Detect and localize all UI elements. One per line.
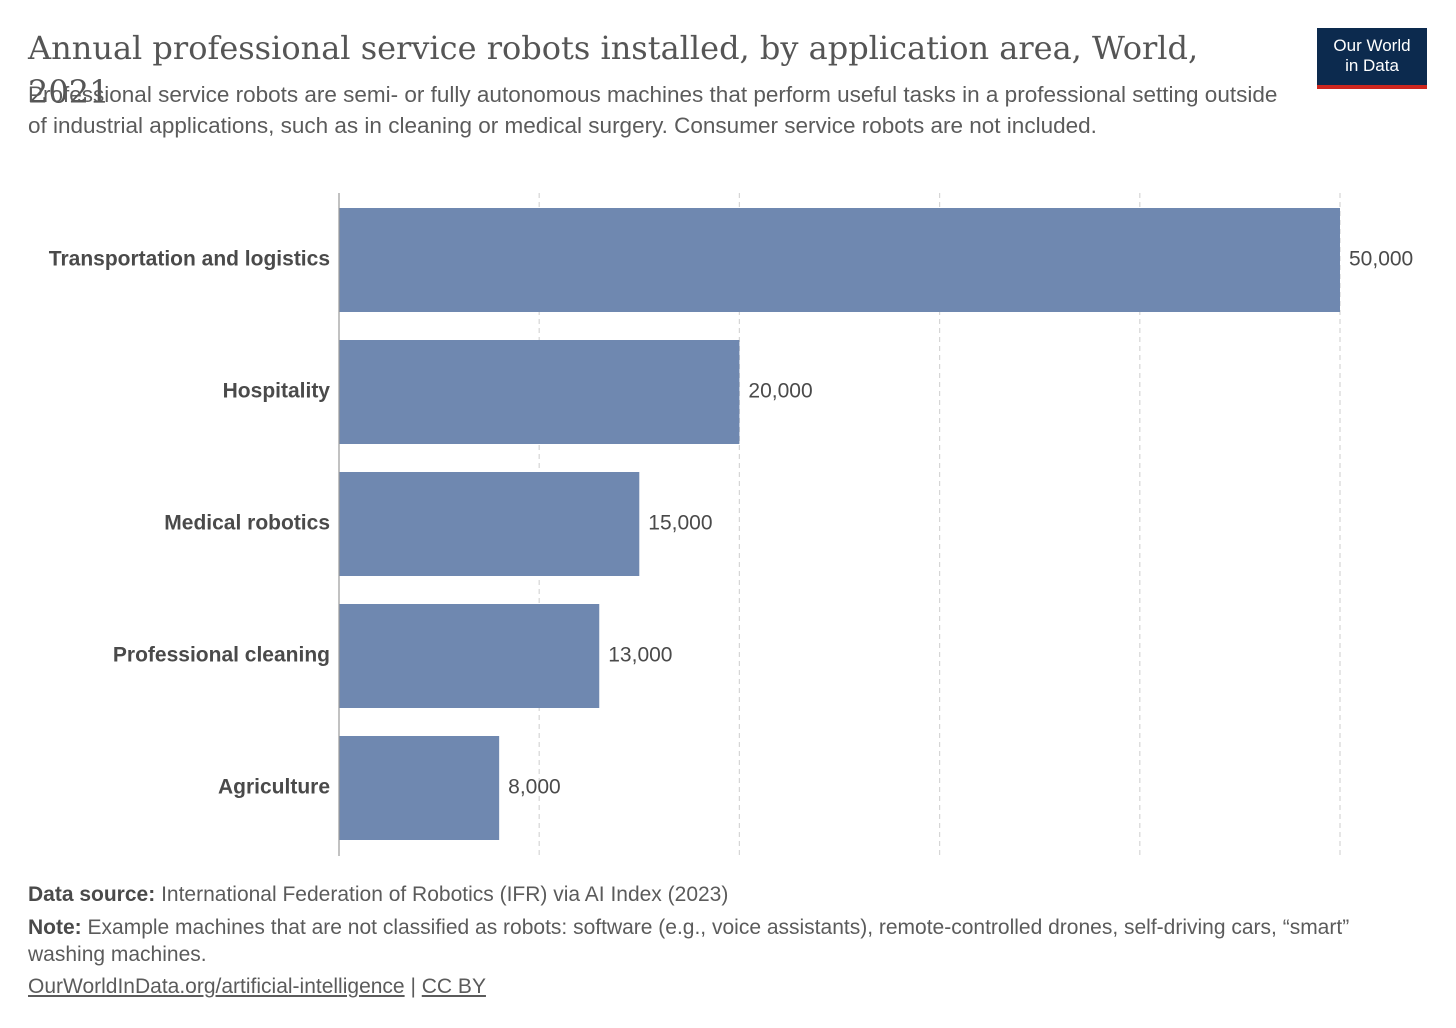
- data-source-text: International Federation of Robotics (IF…: [161, 883, 729, 906]
- owid-link[interactable]: OurWorldInData.org/artificial-intelligen…: [28, 975, 405, 998]
- category-label: Agriculture: [218, 776, 330, 799]
- data-source-label: Data source:: [28, 883, 156, 906]
- value-label: 13,000: [608, 644, 672, 667]
- license-link[interactable]: CC BY: [421, 975, 486, 998]
- category-label: Professional cleaning: [113, 644, 330, 667]
- value-label: 8,000: [508, 776, 561, 799]
- owid-logo[interactable]: Our World in Data: [1317, 28, 1427, 89]
- value-label: 50,000: [1349, 248, 1413, 271]
- category-label: Transportation and logistics: [49, 248, 330, 271]
- value-label: 15,000: [648, 512, 712, 535]
- chart-subtitle: Professional service robots are semi- or…: [28, 82, 1278, 138]
- note-label: Note:: [28, 916, 82, 939]
- value-label: 20,000: [748, 380, 812, 403]
- category-label: Medical robotics: [164, 512, 330, 535]
- footer-separator: |: [410, 975, 416, 998]
- bar-agriculture[interactable]: [339, 736, 500, 840]
- bar-professional-cleaning[interactable]: [339, 604, 600, 708]
- bar-medical-robotics[interactable]: [339, 472, 640, 576]
- footer-links: OurWorldInData.org/artificial-intelligen…: [28, 973, 1428, 1000]
- note: Note: Example machines that are not clas…: [28, 914, 1428, 968]
- logo-line-2: in Data: [1345, 56, 1399, 75]
- bars: Transportation and logistics 50,000 Hospit…: [49, 208, 1413, 840]
- note-text: Example machines that are not classified…: [28, 916, 1350, 966]
- data-source: Data source: International Federation of…: [28, 881, 1428, 908]
- bar-transportation-and-logistics[interactable]: [339, 208, 1340, 312]
- logo-line-1: Our World: [1333, 36, 1411, 55]
- chart-title: Annual professional service robots insta…: [28, 29, 1199, 111]
- category-label: Hospitality: [223, 380, 331, 403]
- bar-hospitality[interactable]: [339, 340, 740, 444]
- bar-chart: Transportation and logistics 50,000 Hospit…: [49, 193, 1413, 856]
